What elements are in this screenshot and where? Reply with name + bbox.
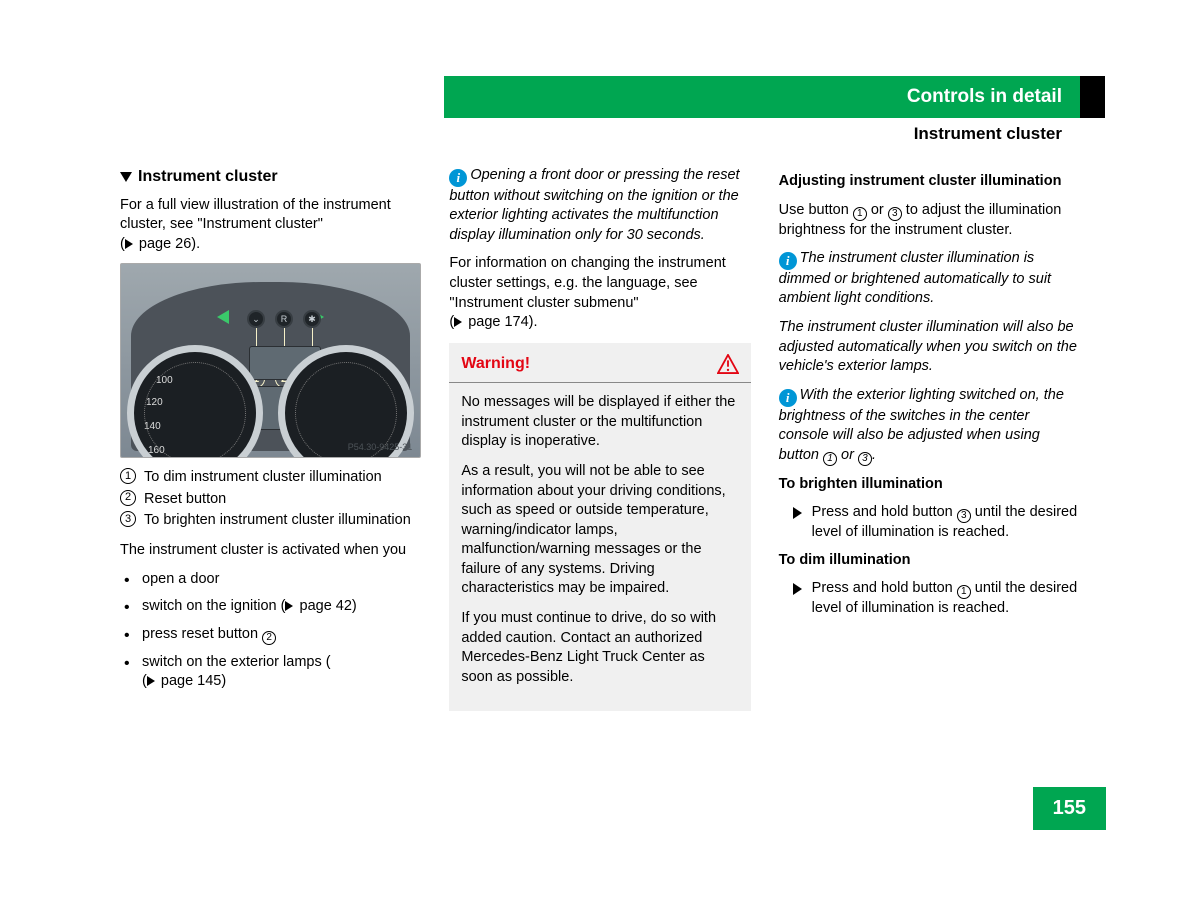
warning-p2: As a result, you will not be able to see…: [461, 462, 738, 599]
info-icon: i: [779, 389, 797, 407]
list-item: open a door: [142, 570, 421, 590]
warning-box: Warning! No messages will be displayed i…: [449, 343, 750, 711]
ref-icon: [454, 317, 462, 327]
info-icon: i: [449, 169, 467, 187]
warning-header: Warning!: [449, 343, 750, 384]
brighten-step: Press and hold button 3 until the desire…: [779, 503, 1080, 543]
list-item: press reset button 2: [142, 625, 421, 645]
speedometer: 100 120 140 160: [127, 345, 263, 458]
dash-panel: ⌄ R ✱ 1 2 3 100 120 140 160: [131, 282, 410, 451]
thumb-tab: [1080, 76, 1105, 118]
triangle-down-icon: [120, 172, 132, 182]
ref-icon: [147, 676, 155, 686]
col2-para1: For information on changing the instrume…: [449, 254, 750, 332]
brighten-heading: To brighten illumination: [779, 475, 1080, 495]
warning-title: Warning!: [461, 353, 530, 375]
col3-intro: Use button 1 or 3 to adjust the illumina…: [779, 201, 1080, 241]
turn-signal-left-icon: [217, 310, 229, 324]
manual-page: Controls in detail Instrument cluster In…: [0, 0, 1200, 900]
list-item: switch on the exterior lamps (( page 145…: [142, 653, 421, 692]
activated-list: open a door switch on the ignition ( pag…: [120, 570, 421, 692]
cluster-button-1: ⌄: [247, 310, 265, 328]
column-3: Adjusting instrument cluster illuminatio…: [779, 166, 1080, 860]
legend-item-2: 2 Reset button: [120, 490, 421, 510]
info-note-1: iOpening a front door or pressing the re…: [449, 166, 750, 245]
ref-icon: [285, 601, 293, 611]
chapter-bar: Controls in detail: [444, 76, 1080, 118]
page-number: 155: [1033, 787, 1106, 830]
section-title: Instrument cluster: [444, 118, 1080, 144]
chapter-title: Controls in detail: [907, 86, 1062, 107]
warning-body: No messages will be displayed if either …: [449, 383, 750, 711]
col1-heading: Instrument cluster: [120, 166, 421, 188]
warning-p1: No messages will be displayed if either …: [461, 393, 738, 452]
step-marker-icon: [793, 583, 802, 595]
list-item: switch on the ignition ( page 42): [142, 597, 421, 617]
activated-intro: The instrument cluster is activated when…: [120, 541, 421, 561]
page-header: Controls in detail Instrument cluster: [444, 76, 1080, 144]
step-marker-icon: [793, 507, 802, 519]
column-2: iOpening a front door or pressing the re…: [449, 166, 750, 860]
warning-triangle-icon: [717, 354, 739, 374]
cluster-button-3: ✱: [303, 310, 321, 328]
info-note-3: iWith the exterior lighting switched on,…: [779, 386, 1080, 466]
legend-item-3: 3 To brighten instrument cluster illumin…: [120, 511, 421, 531]
info-icon: i: [779, 252, 797, 270]
info-note-2: iThe instrument cluster illumination is …: [779, 249, 1080, 309]
column-1: Instrument cluster For a full view illus…: [120, 166, 421, 860]
image-code: P54.30-9425-31: [348, 441, 413, 453]
dim-heading: To dim illumination: [779, 551, 1080, 571]
cluster-button-2: R: [275, 310, 293, 328]
content-columns: Instrument cluster For a full view illus…: [120, 166, 1080, 860]
col1-intro: For a full view illustration of the inst…: [120, 196, 421, 255]
ref-icon: [125, 239, 133, 249]
warning-p3: If you must continue to drive, do so wit…: [461, 609, 738, 687]
info-note-2b: The instrument cluster illumination will…: [779, 318, 1080, 377]
legend-item-1: 1 To dim instrument cluster illumination: [120, 468, 421, 488]
dim-step: Press and hold button 1 until the desire…: [779, 579, 1080, 619]
col3-heading: Adjusting instrument cluster illuminatio…: [779, 172, 1080, 192]
instrument-cluster-image: ⌄ R ✱ 1 2 3 100 120 140 160: [120, 263, 421, 458]
